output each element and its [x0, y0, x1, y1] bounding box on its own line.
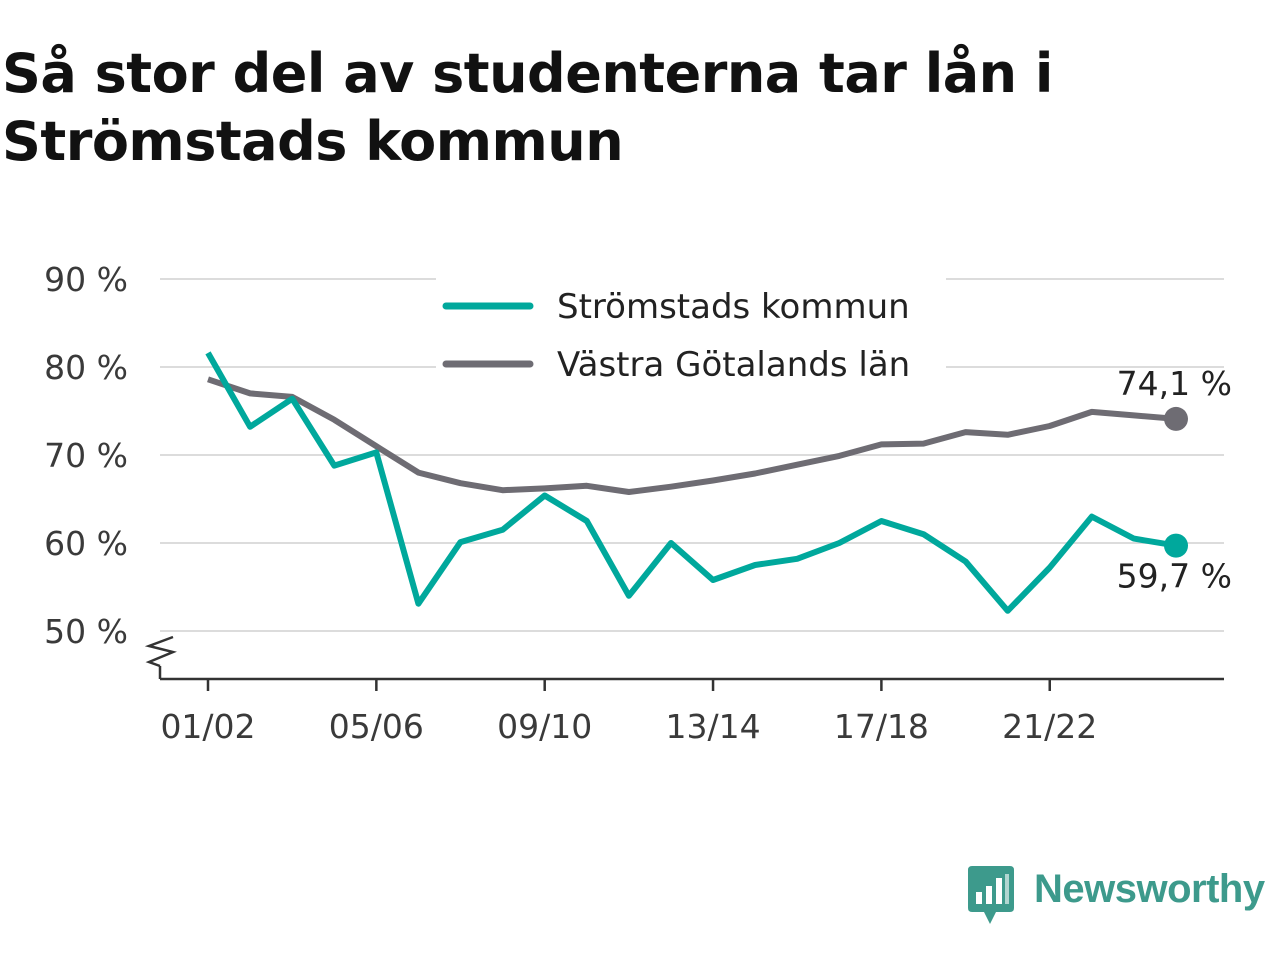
x-axis-tick-labels: 01/02 05/06 09/10 13/14 17/18 21/22: [160, 679, 1097, 746]
x-tick-label-01-02: 01/02: [160, 707, 255, 746]
legend-label-0: Strömstads kommun: [557, 287, 910, 327]
x-tick-label-05-06: 05/06: [329, 707, 424, 746]
brand-logo: Newsworthy: [966, 866, 1265, 926]
brand-name: Newsworthy: [1034, 867, 1265, 911]
end-label-0: 59,7 %: [1117, 557, 1232, 596]
x-tick-label-21-22: 21/22: [1002, 707, 1097, 746]
y-tick-label-80: 80 %: [44, 348, 128, 387]
series-end-point-1: [1164, 406, 1188, 431]
gridlines: [160, 278, 1224, 632]
y-tick-label-60: 60 %: [44, 524, 128, 563]
newsworthy-logo-icon: [968, 866, 1014, 924]
x-tick-label-09-10: 09/10: [497, 707, 592, 746]
series-lines: [205, 351, 1188, 614]
y-tick-label-70: 70 %: [44, 436, 128, 475]
end-labels: 74,1 % 59,7 %: [1117, 364, 1232, 596]
legend-label-1: Västra Götalands län: [557, 345, 910, 385]
y-tick-label-50: 50 %: [44, 612, 128, 651]
chart-title: Så stor del av studenterna tar lån i Str…: [2, 42, 1053, 173]
y-tick-label-90: 90 %: [44, 260, 128, 299]
axis-break-icon: [144, 635, 177, 668]
y-axis-tick-labels: 50 % 60 % 70 % 80 % 90 %: [44, 260, 128, 651]
x-tick-label-13-14: 13/14: [665, 707, 760, 746]
series-line-1: [207, 376, 1177, 495]
end-label-1: 74,1 %: [1117, 364, 1232, 403]
axes: [144, 635, 1224, 681]
series-end-point-0: [1164, 533, 1188, 558]
legend: Strömstads kommun Västra Götalands län: [436, 276, 946, 385]
x-tick-label-17-18: 17/18: [834, 707, 929, 746]
series-line-0: [205, 351, 1177, 614]
